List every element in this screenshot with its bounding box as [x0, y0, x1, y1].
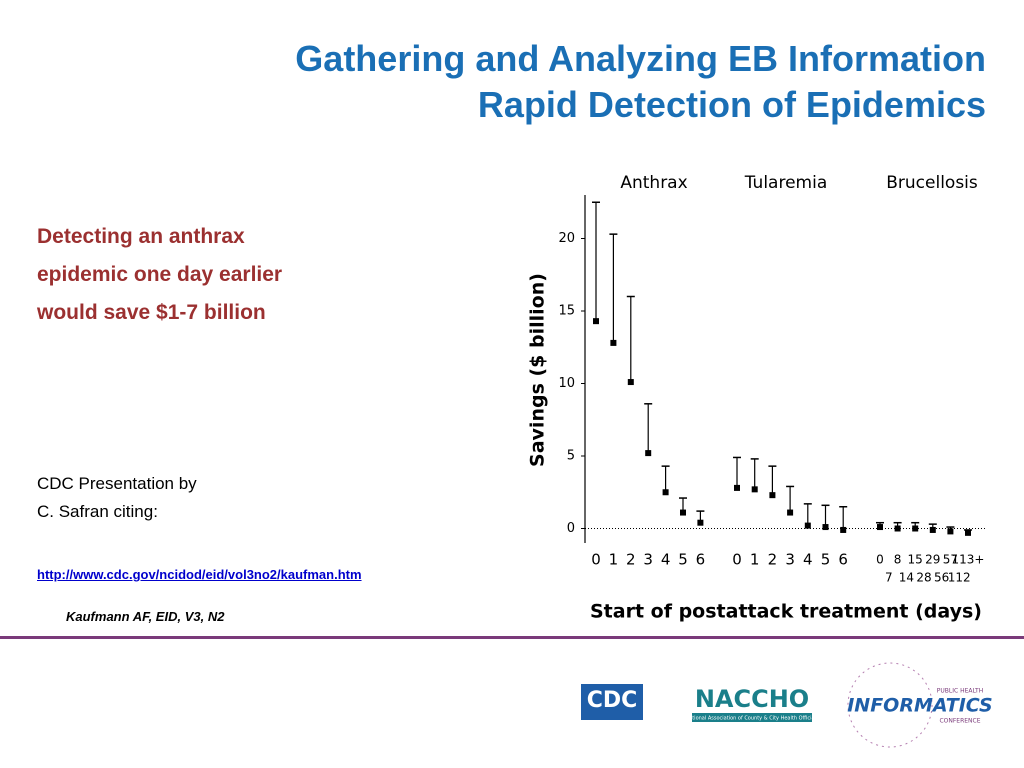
x-tick-label: 15: [908, 553, 923, 567]
low-marker: [877, 524, 883, 531]
x-tick-label: 0: [876, 553, 884, 567]
x-tick-label: 1: [609, 551, 619, 569]
x-tick-label: 3: [643, 551, 653, 569]
group-label: Anthrax: [620, 173, 687, 193]
low-marker: [769, 492, 776, 499]
low-marker: [662, 489, 669, 496]
cdc-logo: [581, 684, 643, 720]
low-marker: [645, 450, 652, 457]
x-tick-label: 0: [732, 551, 742, 569]
title: Gathering and Analyzing EB Information R…: [295, 36, 986, 128]
low-marker: [751, 486, 758, 493]
citation-line: C. Safran citing:: [37, 502, 158, 521]
phi-top: PUBLIC HEALTH: [937, 688, 983, 695]
x-tick-label: 4: [661, 551, 671, 569]
x-tick-label: 8: [894, 553, 902, 567]
group-label: Tularemia: [744, 173, 828, 193]
x-sublabel: 56: [934, 571, 949, 585]
title-line: Gathering and Analyzing EB Information: [295, 38, 986, 79]
highlight-line: epidemic one day earlier: [37, 263, 283, 286]
divider: [0, 636, 1024, 639]
low-marker: [787, 509, 794, 516]
naccho-text: NACCHO: [695, 685, 809, 713]
low-marker: [697, 519, 704, 526]
low-marker: [965, 529, 971, 536]
x-tick-label: 2: [626, 551, 636, 569]
low-marker: [822, 524, 829, 531]
x-axis-label: Start of postattack treatment (days): [590, 601, 982, 623]
x-tick-label: 5: [678, 551, 688, 569]
x-sublabel: 7: [885, 571, 893, 585]
y-tick-label: 0: [567, 521, 575, 536]
x-tick-label: 113+: [952, 553, 985, 567]
cdc-text: CDC: [587, 688, 638, 713]
y-tick-label: 10: [558, 376, 575, 391]
x-tick-label: 0: [591, 551, 601, 569]
x-sublabel: 28: [916, 571, 931, 585]
highlight-line: Detecting an anthrax: [37, 225, 245, 248]
x-tick-label: 6: [696, 551, 706, 569]
x-tick-label: 5: [821, 551, 831, 569]
phi-bottom: CONFERENCE: [939, 718, 980, 725]
link[interactable]: http://www.cdc.gov/ncidod/eid/vol3no2/ka…: [37, 567, 362, 582]
y-tick-label: 15: [558, 304, 575, 319]
x-sublabel: 112: [948, 571, 971, 585]
x-tick-label: 1: [750, 551, 760, 569]
low-marker: [912, 525, 919, 532]
x-tick-label: 29: [925, 553, 940, 567]
low-marker: [894, 525, 901, 532]
low-marker: [804, 522, 811, 529]
low-marker: [734, 484, 740, 491]
low-marker: [947, 528, 954, 535]
y-tick-label: 20: [558, 231, 575, 246]
logos: CDC NACCHO National Association of Count…: [581, 662, 993, 748]
low-marker: [840, 526, 847, 533]
x-tick-label: 4: [803, 551, 813, 569]
y-tick-label: 5: [567, 449, 575, 464]
low-marker: [593, 318, 599, 325]
x-tick-label: 3: [785, 551, 795, 569]
title-line: Rapid Detection of Epidemics: [477, 84, 986, 125]
phi-ring: [847, 662, 933, 748]
x-tick-label: 57: [943, 553, 958, 567]
highlight-line: would save $1-7 billion: [37, 301, 266, 324]
low-marker: [610, 339, 617, 346]
low-marker: [680, 509, 686, 516]
y-axis-label: Savings ($ billion): [527, 273, 549, 467]
group-label: Brucellosis: [886, 173, 978, 193]
highlight: Detecting an anthrax epidemic one day ea…: [37, 218, 282, 332]
low-marker: [929, 526, 936, 533]
citation: CDC Presentation by C. Safran citing:: [37, 470, 197, 526]
x-sublabel: 14: [899, 571, 914, 585]
x-tick-label: 6: [838, 551, 848, 569]
reference: Kaufmann AF, EID, V3, N2: [66, 609, 225, 624]
phi-main: INFORMATICS: [847, 695, 993, 717]
x-tick-label: 2: [768, 551, 778, 569]
naccho-bar: [692, 713, 812, 722]
low-marker: [627, 379, 634, 386]
citation-line: CDC Presentation by: [37, 474, 197, 493]
naccho-sub: National Association of County & City He…: [685, 716, 819, 722]
